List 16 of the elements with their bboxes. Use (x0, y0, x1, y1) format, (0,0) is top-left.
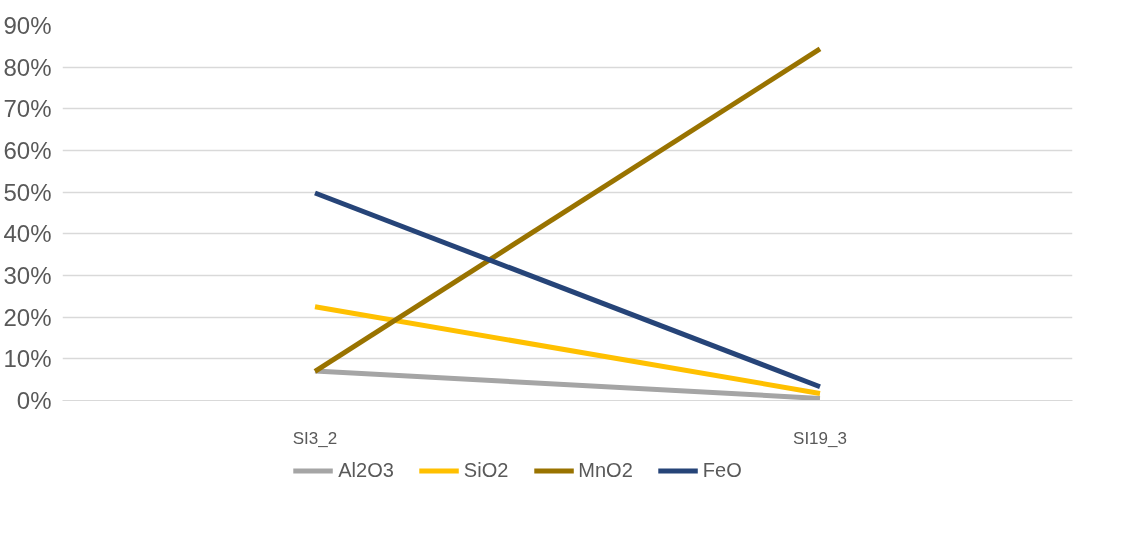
y-tick-label: 70% (3, 95, 52, 123)
y-tick-label: 0% (16, 387, 52, 414)
y-tick-label: 50% (3, 178, 52, 206)
y-tick-label: 40% (3, 220, 52, 248)
y-tick-label: 10% (3, 345, 52, 373)
y-tick-label: 80% (3, 53, 52, 81)
legend-label: SiO2 (463, 458, 509, 482)
x-tick-label: SI3_2 (292, 428, 338, 448)
legend-label: FeO (702, 458, 742, 482)
y-tick-label: 30% (3, 262, 52, 289)
y-tick-label: 20% (3, 303, 52, 331)
y-tick-label: 90% (3, 12, 52, 39)
x-tick-label: SI19_3 (793, 428, 847, 448)
y-tick-label: 60% (3, 137, 52, 164)
legend-label: MnO2 (578, 458, 633, 482)
legend-label: Al2O3 (338, 458, 394, 482)
